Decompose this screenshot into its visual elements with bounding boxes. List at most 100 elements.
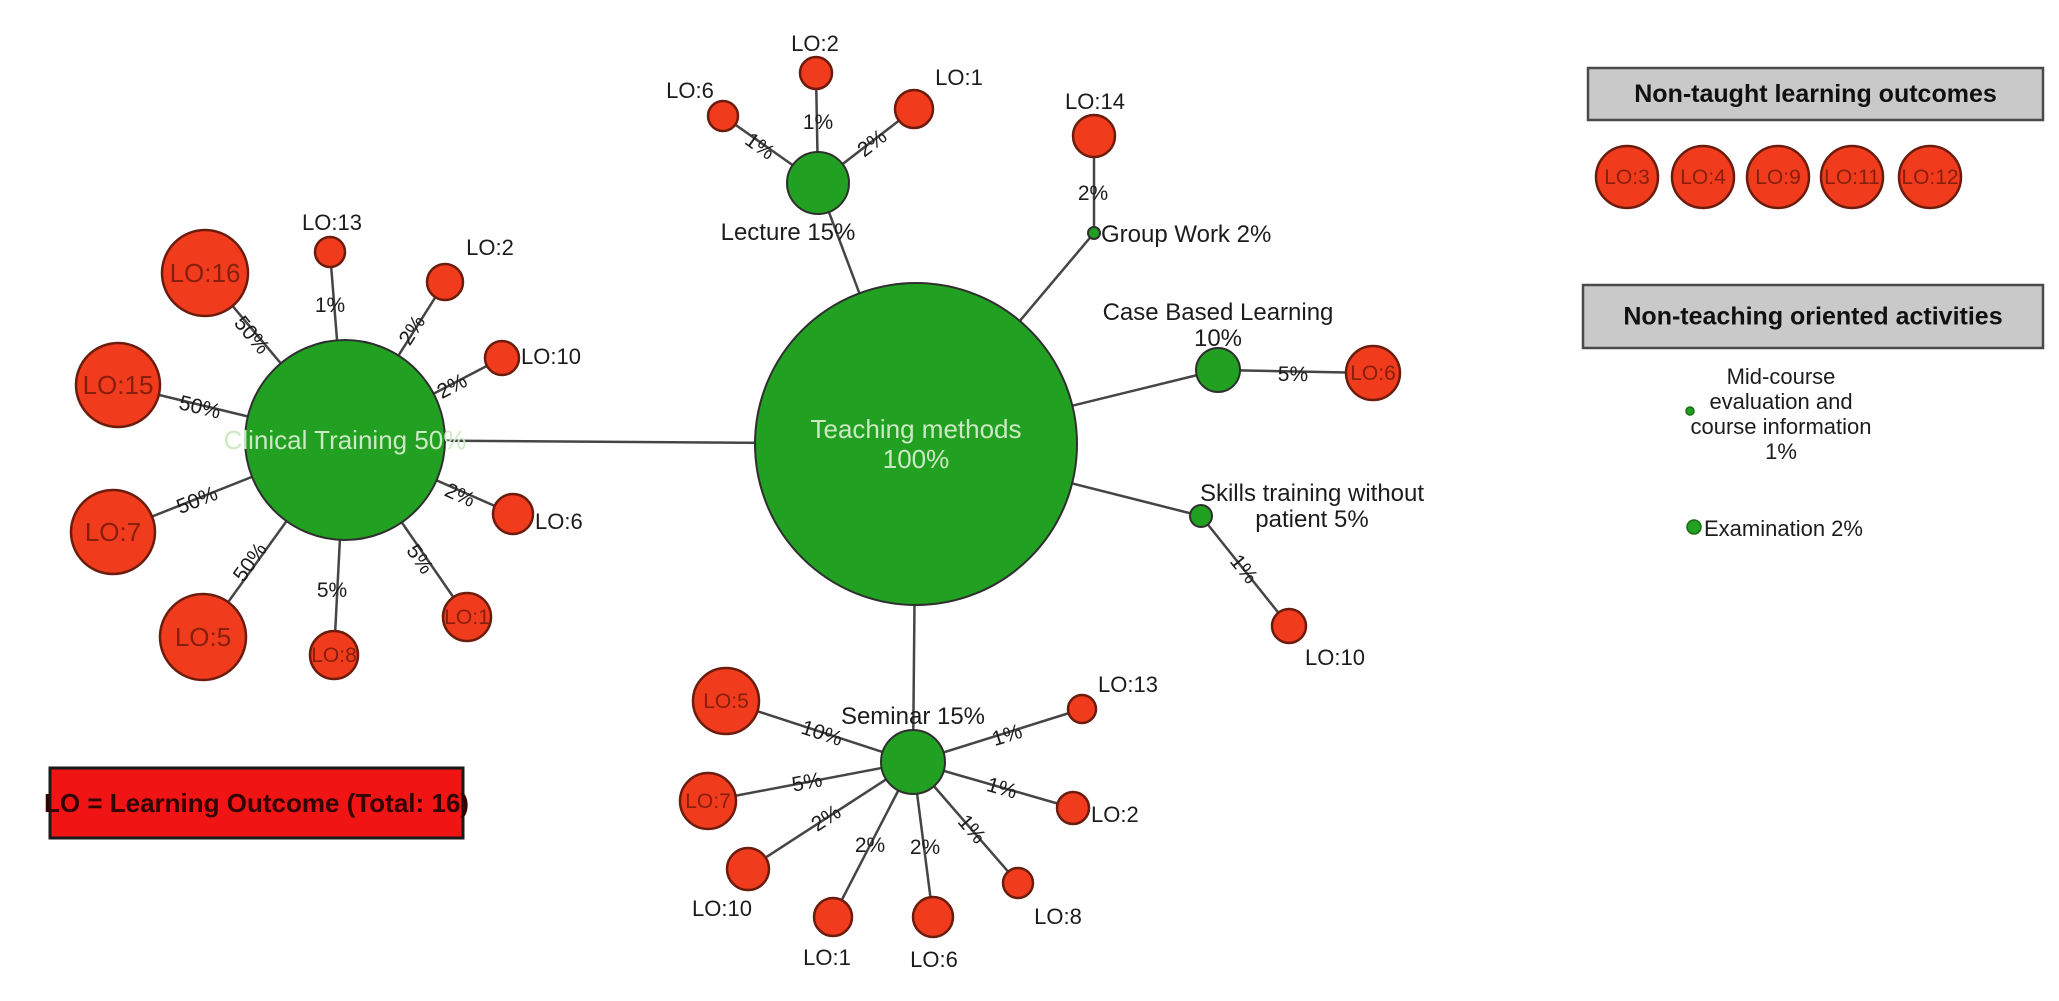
activity-dot-0 (1685, 406, 1695, 416)
lo-label: LO:13 (302, 210, 362, 235)
lo-label: LO:7 (685, 790, 731, 813)
lo-node-lecture-lo6 (706, 99, 740, 133)
lo-node-clinical-lo16 (160, 228, 250, 318)
lo-node-seminar-lo13 (1066, 693, 1098, 725)
lo-label: LO:13 (1098, 672, 1158, 697)
non-taught-lo-label: LO:4 (1680, 166, 1726, 189)
lo-label: LO:14 (1065, 89, 1125, 114)
activity-dot-1 (1686, 519, 1702, 535)
lo-label: LO:1 (935, 65, 983, 90)
lo-node-seminar-lo8 (1001, 866, 1035, 900)
lo-node-lecture-lo1 (893, 88, 935, 130)
lo-label: LO:5 (175, 622, 231, 652)
lo-label: LO:1 (444, 606, 490, 629)
edge-percent-label: 5% (790, 768, 824, 796)
lo-node-skills-lo10 (1270, 607, 1308, 645)
side-panels-layer: Non-taught learning outcomes LO:3 LO:4 LO:9… (1581, 66, 2045, 541)
lo-label: LO:6 (535, 509, 583, 534)
lo-node-cbl-lo6 (1344, 344, 1402, 402)
lo-label: LO:10 (692, 896, 752, 921)
lo-label: LO:6 (910, 947, 958, 972)
hub-label-seminar: Seminar 15% (841, 703, 985, 730)
lo-node-clinical-lo6 (491, 492, 535, 536)
lo-label: LO:15 (83, 370, 154, 400)
edge-percent-label: 2% (433, 369, 471, 403)
hub-label-cbl: Case Based Learning 10% (1103, 299, 1334, 352)
hub-node-cbl (1195, 347, 1241, 393)
non-taught-lo-node-lo4 (1670, 144, 1736, 210)
lo-node-groupwork-lo14 (1071, 113, 1117, 159)
edge-percent-label: 50% (230, 312, 275, 359)
lo-node-clinical-lo10 (483, 339, 521, 377)
activities-header-box (1581, 283, 2045, 350)
edge-percent-label: 2% (910, 836, 940, 859)
lo-node-seminar-lo2 (1055, 790, 1091, 826)
lo-node-clinical-lo8 (308, 629, 360, 681)
hub-label-groupwork: Group Work 2% (1101, 221, 1271, 248)
edge-percent-label: 5% (1278, 362, 1309, 386)
activity-label-0: Mid-course evaluation and course informati… (1691, 364, 1872, 464)
hub-node-skills (1189, 504, 1213, 528)
lo-node-seminar-lo10 (725, 846, 771, 892)
nodes-layer (69, 55, 1402, 939)
labels-layer: 50%1%2%2%50%2%50%50%5%5%1%1%2%2%5%1%10%5… (83, 31, 1425, 972)
lo-node-clinical-lo15 (74, 341, 162, 429)
hub-label-lecture: Lecture 15% (721, 219, 856, 246)
edge-percent-label: 2% (807, 800, 845, 836)
legend-layer: LO = Learning Outcome (Total: 16) (44, 766, 469, 840)
edge-percent-label: 2% (855, 834, 885, 857)
lo-label: LO:2 (791, 31, 839, 56)
edge-percent-label: 50% (177, 391, 223, 423)
edge-percent-label: 2% (1078, 182, 1108, 205)
lo-node-seminar-lo1 (812, 896, 854, 938)
lo-label: LO:1 (803, 945, 851, 970)
lo-label: LO:10 (521, 344, 581, 369)
non-taught-lo-node-lo12 (1897, 144, 1963, 210)
non-taught-lo-label: LO:3 (1604, 166, 1650, 189)
non-taught-lo-node-lo11 (1819, 144, 1885, 210)
non-taught-header-box (1586, 66, 2045, 122)
edge-percent-label: 50% (228, 538, 271, 586)
hub-label-teaching: Teaching methods 100% (810, 414, 1021, 474)
edge-seminar-lo7 (707, 760, 914, 803)
hub-node-teaching (754, 282, 1078, 606)
lo-node-seminar-lo6 (911, 895, 955, 939)
edge-percent-label: 10% (798, 716, 845, 751)
edge-percent-label: 1% (984, 773, 1020, 803)
lo-label: LO:8 (311, 644, 357, 667)
edge-percent-label: 1% (989, 719, 1025, 750)
lo-label: LO:2 (1091, 802, 1139, 827)
edge-percent-label: 5% (402, 540, 438, 578)
hub-node-seminar (880, 729, 946, 795)
hub-node-groupwork (1087, 226, 1101, 240)
lo-node-seminar-lo5 (691, 666, 761, 736)
lo-node-clinical-lo1 (441, 591, 493, 643)
non-taught-lo-node-lo3 (1594, 144, 1660, 210)
non-taught-lo-label: LO:12 (1901, 166, 1958, 189)
lo-node-clinical-lo5 (158, 592, 248, 682)
edge-skills-lo10 (1200, 515, 1290, 627)
lo-node-clinical-lo7 (69, 488, 157, 576)
lo-label: LO:6 (1350, 362, 1396, 385)
edge-percent-label: 5% (317, 579, 347, 602)
lo-label: LO:5 (703, 690, 749, 713)
edge-percent-label: 50% (173, 482, 221, 519)
legend-text: LO = Learning Outcome (Total: 16) (44, 788, 469, 818)
lo-label: LO:7 (85, 517, 141, 547)
lo-label: LO:10 (1305, 645, 1365, 670)
non-taught-lo-label: LO:11 (1824, 166, 1880, 189)
hub-label-skills: Skills training without patient 5% (1200, 480, 1424, 533)
edge-percent-label: 1% (315, 294, 345, 317)
lo-label: LO:2 (466, 235, 514, 260)
hub-node-lecture (786, 151, 850, 215)
edge-percent-label: 2% (441, 478, 478, 511)
non-taught-lo-node-lo9 (1745, 144, 1811, 210)
lo-node-seminar-lo7 (678, 771, 738, 831)
non-taught-title: Non-taught learning outcomes (1634, 80, 1997, 108)
lo-label: LO:8 (1034, 904, 1082, 929)
lo-label: LO:6 (666, 78, 714, 103)
activity-label-1: Examination 2% (1704, 516, 1863, 541)
lo-node-clinical-lo13 (313, 235, 347, 269)
